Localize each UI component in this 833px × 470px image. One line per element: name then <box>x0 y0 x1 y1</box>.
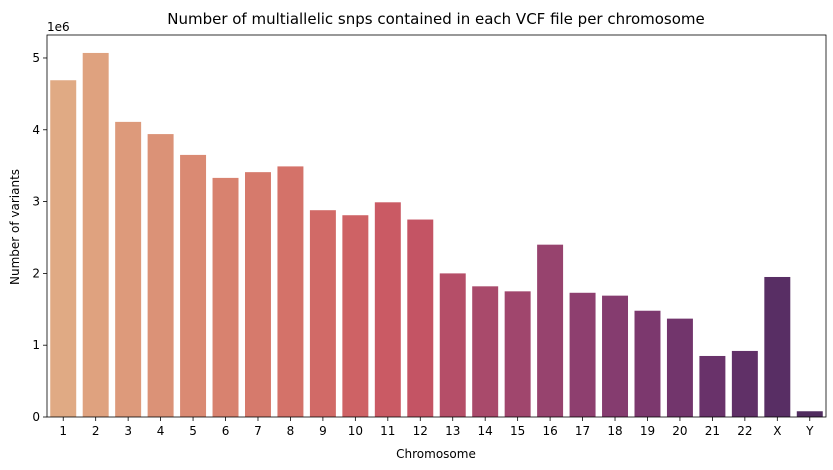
x-axis-label: Chromosome <box>396 447 476 461</box>
x-tick-label: 8 <box>287 424 295 438</box>
x-tick-label: 15 <box>510 424 525 438</box>
y-tick-label: 0 <box>32 410 40 424</box>
bar-chromosome-3 <box>115 121 142 417</box>
x-tick-label: 21 <box>705 424 720 438</box>
bar-chromosome-5 <box>180 154 207 417</box>
y-tick-label: 2 <box>32 266 40 280</box>
x-tick-label: 14 <box>478 424 493 438</box>
bar-chromosome-18 <box>602 295 629 417</box>
x-tick-label: 16 <box>542 424 557 438</box>
bar-chromosome-2 <box>82 52 109 417</box>
y-axis-ticks: 0 1 2 3 4 5 <box>32 51 47 424</box>
bar-chromosome-11 <box>374 202 401 417</box>
bar-chromosome-X <box>764 276 791 417</box>
bar-chromosome-6 <box>212 177 239 417</box>
bar-chromosome-16 <box>537 244 564 417</box>
x-tick-label: 22 <box>737 424 752 438</box>
bar-chromosome-14 <box>472 286 499 417</box>
x-tick-label: 12 <box>413 424 428 438</box>
x-tick-label: 10 <box>348 424 363 438</box>
y-tick-label: 4 <box>32 123 40 137</box>
x-tick-label: Y <box>805 424 814 438</box>
bar-chromosome-4 <box>147 134 174 417</box>
x-tick-label: 19 <box>640 424 655 438</box>
y-tick-label: 3 <box>32 195 40 209</box>
bar-chromosome-Y <box>796 411 823 417</box>
x-tick-label: 20 <box>672 424 687 438</box>
x-tick-label: 5 <box>189 424 197 438</box>
x-tick-label: 17 <box>575 424 590 438</box>
bar-chromosome-7 <box>245 172 271 417</box>
bar-chromosome-20 <box>666 318 693 417</box>
x-tick-label: 3 <box>124 424 132 438</box>
x-tick-label: 11 <box>380 424 395 438</box>
x-axis-ticks: 1 2 3 4 5 6 7 8 9 10 11 12 13 14 15 16 17 18 19 20 21 22 X Y <box>59 417 814 438</box>
x-tick-label: 9 <box>319 424 327 438</box>
bar-chromosome-22 <box>731 350 758 417</box>
x-tick-label: 6 <box>222 424 230 438</box>
bar-chromosome-10 <box>342 215 369 417</box>
y-tick-label: 1 <box>32 338 40 352</box>
bar-chromosome-8 <box>277 166 304 417</box>
bar-chromosome-9 <box>309 210 336 417</box>
x-tick-label: X <box>773 424 781 438</box>
x-tick-label: 2 <box>92 424 100 438</box>
bar-series <box>50 52 823 418</box>
chart-title: Number of multiallelic snps contained in… <box>167 10 705 28</box>
bar-chromosome-21 <box>699 355 726 417</box>
x-tick-label: 18 <box>607 424 622 438</box>
x-tick-label: 1 <box>59 424 67 438</box>
plot-frame <box>46 34 827 418</box>
bar-chromosome-12 <box>407 219 434 417</box>
y-tick-label: 5 <box>32 51 40 65</box>
y-axis-offset-label: 1e6 <box>47 20 70 34</box>
x-tick-label: 13 <box>445 424 460 438</box>
y-axis-label: Number of variants <box>8 169 22 285</box>
x-tick-label: 7 <box>254 424 262 438</box>
bar-chromosome-15 <box>504 291 531 417</box>
x-tick-label: 4 <box>157 424 165 438</box>
bar-chromosome-13 <box>439 273 466 417</box>
bar-chromosome-17 <box>569 292 596 417</box>
bar-chromosome-1 <box>50 80 77 418</box>
bar-chromosome-19 <box>634 310 661 417</box>
